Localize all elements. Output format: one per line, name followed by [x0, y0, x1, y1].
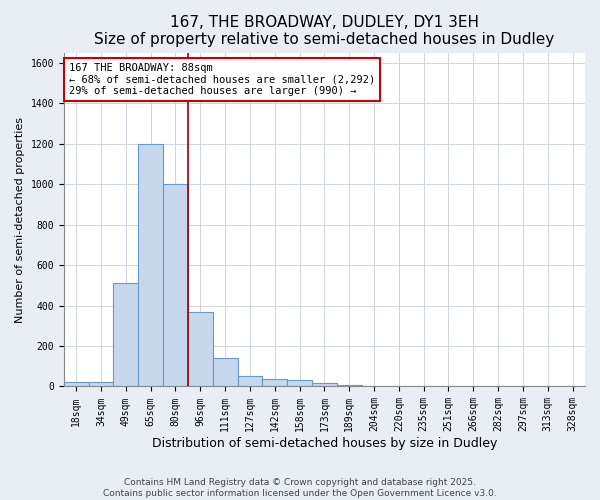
Bar — [163, 184, 188, 386]
Text: 167 THE BROADWAY: 88sqm
← 68% of semi-detached houses are smaller (2,292)
29% of: 167 THE BROADWAY: 88sqm ← 68% of semi-de… — [69, 62, 375, 96]
Bar — [188, 312, 212, 386]
Bar — [212, 358, 238, 386]
Bar — [262, 380, 287, 386]
Bar — [238, 376, 262, 386]
Bar — [64, 382, 89, 386]
Bar — [287, 380, 312, 386]
X-axis label: Distribution of semi-detached houses by size in Dudley: Distribution of semi-detached houses by … — [152, 437, 497, 450]
Title: 167, THE BROADWAY, DUDLEY, DY1 3EH
Size of property relative to semi-detached ho: 167, THE BROADWAY, DUDLEY, DY1 3EH Size … — [94, 15, 554, 48]
Bar — [113, 284, 138, 387]
Text: Contains HM Land Registry data © Crown copyright and database right 2025.
Contai: Contains HM Land Registry data © Crown c… — [103, 478, 497, 498]
Bar — [312, 384, 337, 386]
Bar — [89, 382, 113, 386]
Bar — [138, 144, 163, 386]
Y-axis label: Number of semi-detached properties: Number of semi-detached properties — [15, 116, 25, 322]
